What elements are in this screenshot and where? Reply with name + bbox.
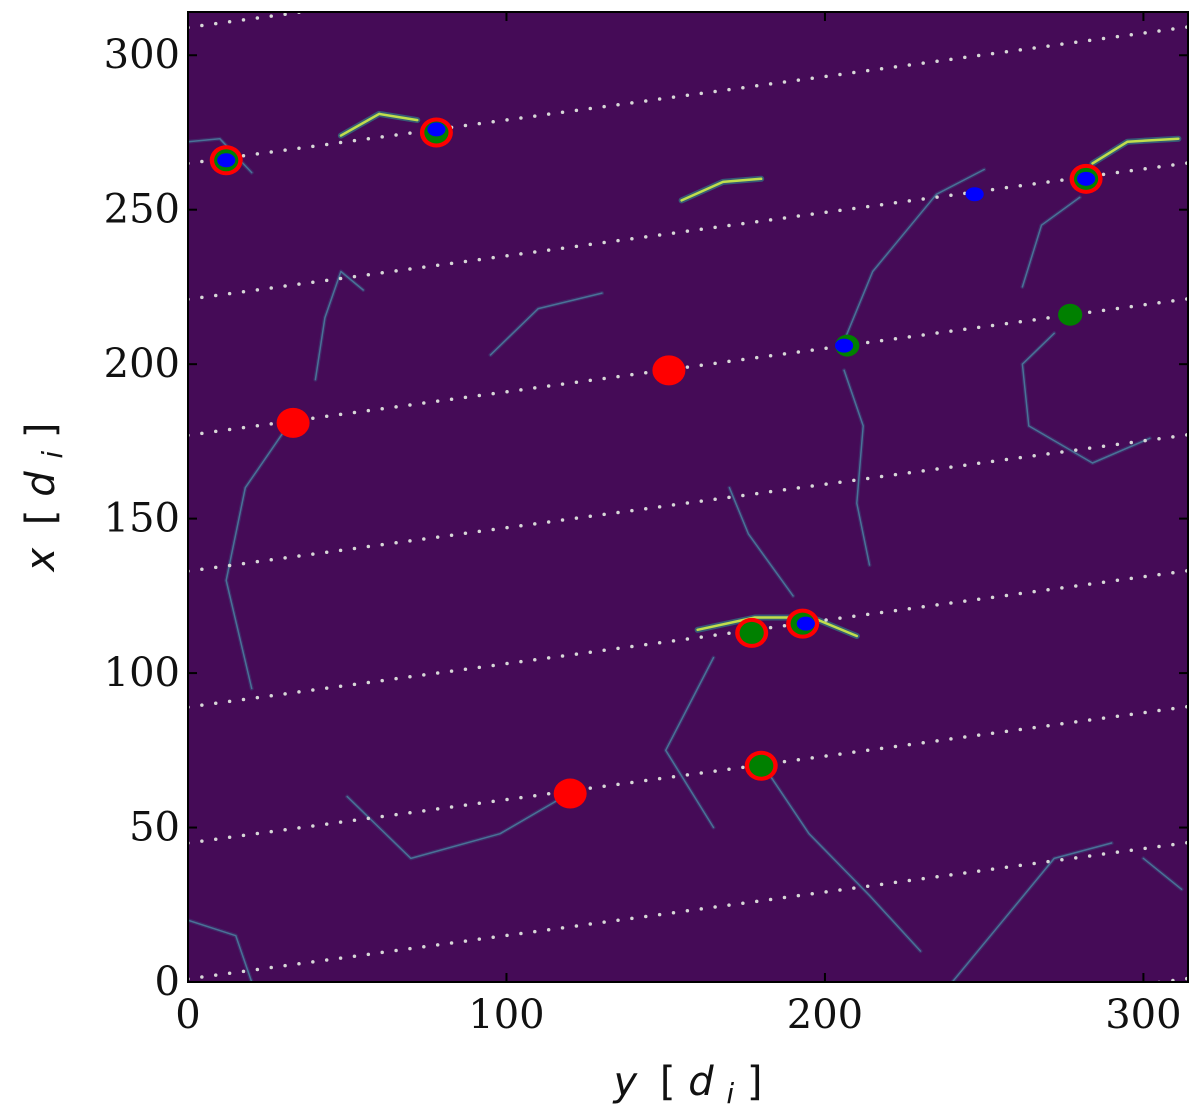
marker-medium-circle-1-7: [749, 754, 774, 777]
y-tick-label-3: 150: [104, 496, 180, 542]
filament-8: [1021, 196, 1081, 288]
x-axis-label-sym: d: [688, 1059, 714, 1105]
filament-3: [696, 616, 859, 638]
x-axis-label: y [ d i ]: [613, 1059, 763, 1113]
x-tick-label-2: 200: [787, 992, 863, 1038]
marker-small-circle-2-2: [1076, 171, 1096, 186]
marker-small-circle-2-1: [427, 122, 446, 137]
x-axis-label-close: ]: [747, 1059, 763, 1105]
filament-13: [951, 842, 1113, 982]
filament-12: [188, 919, 253, 982]
filament-9: [1021, 332, 1151, 464]
dotted-line-7: [188, 25, 1188, 166]
filament-1: [680, 177, 763, 202]
filament-4: [489, 292, 603, 356]
y-tick-label-4: 200: [104, 341, 180, 387]
marker-medium-circle-1-4: [1058, 303, 1083, 326]
filament-0: [339, 112, 419, 137]
dotted-lines: [188, 12, 1188, 982]
filament-11: [346, 795, 565, 860]
filament-10: [766, 771, 922, 952]
dotted-line-2: [188, 704, 1188, 845]
filament-14: [664, 656, 715, 829]
y-axis: 0 50 100 150 200 250 300: [104, 32, 1188, 1005]
x-axis-label-sub: i: [726, 1077, 734, 1110]
marker-layer: [209, 117, 1103, 809]
dotted-line-3: [188, 568, 1188, 709]
filament-2: [1091, 137, 1180, 165]
filament-6: [225, 431, 285, 690]
y-axis-label-close: ]: [18, 423, 64, 439]
y-axis-label-open: [: [18, 509, 64, 525]
filament-7: [840, 168, 985, 350]
plot-frame: [187, 11, 1189, 983]
y-tick-label-6: 300: [104, 32, 180, 78]
y-axis-label-var: x: [18, 547, 64, 573]
marker-small-circle-2-4: [834, 338, 854, 353]
x-tick-label-0: 0: [175, 992, 200, 1038]
marker-medium-circle-1-5: [739, 621, 764, 644]
filament-5: [314, 270, 364, 381]
dotted-line-5: [188, 297, 1188, 437]
filament-18: [843, 369, 871, 566]
dotted-line-4: [188, 433, 1188, 573]
dotted-line-6: [188, 161, 1188, 302]
marker-small-circle-2-0: [217, 153, 236, 168]
x-axis-label-open: [: [660, 1059, 676, 1105]
dotted-line-1: [188, 840, 1188, 981]
x-axis: 0 100 200 300: [175, 12, 1182, 1038]
marker-small-circle-2-3: [965, 187, 984, 202]
y-axis-label: x [ d i ]: [18, 423, 72, 574]
y-tick-label-1: 50: [129, 805, 180, 851]
y-tick-label-5: 250: [104, 187, 180, 233]
marker-large-circle-0-4: [652, 355, 686, 386]
x-axis-label-var: y: [613, 1059, 639, 1105]
marker-large-circle-0-8: [553, 778, 587, 809]
filament-15: [728, 486, 794, 597]
x-tick-label-3: 300: [1105, 992, 1181, 1038]
marker-large-circle-0-3: [276, 407, 310, 438]
filament-layer: [188, 110, 1184, 982]
y-axis-label-sym: d: [18, 471, 64, 497]
filament-17: [1142, 857, 1183, 891]
y-axis-label-sub: i: [36, 451, 69, 459]
plot-background: [188, 12, 1188, 982]
marker-small-circle-2-5: [796, 616, 815, 631]
y-tick-label-0: 0: [155, 959, 180, 1005]
x-tick-label-1: 100: [468, 992, 544, 1038]
y-tick-label-2: 100: [104, 650, 180, 696]
